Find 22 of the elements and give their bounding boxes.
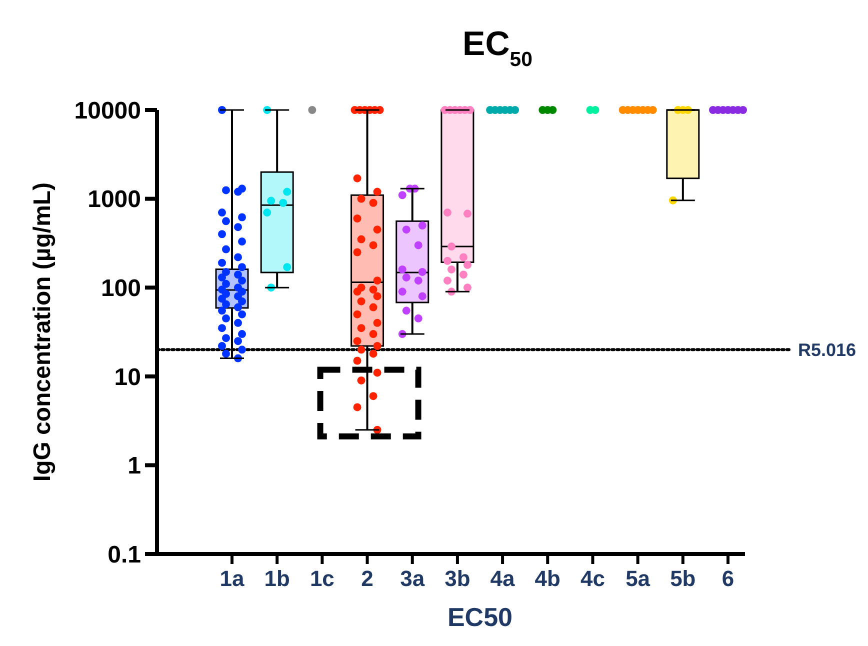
- x-tick-label: 1a: [220, 566, 245, 591]
- x-tick-label: 6: [722, 566, 734, 591]
- y-axis-title: IgG concentration (µg/mL): [29, 182, 56, 482]
- y-tick-label: 1000: [88, 186, 141, 214]
- x-tick-label: 2: [361, 566, 374, 591]
- x-tick-label: 1c: [310, 566, 334, 591]
- y-tick-label: 0.1: [108, 541, 141, 568]
- y-tick-label: 10: [114, 364, 141, 391]
- x-tick-label: 1b: [264, 566, 290, 591]
- x-tick-label: 3b: [444, 566, 470, 591]
- x-tick-label: 4c: [580, 566, 605, 591]
- x-tick-label: 5a: [626, 566, 651, 591]
- x-tick-label: 3a: [400, 566, 426, 591]
- x-axis-title: EC50: [447, 602, 513, 632]
- chart-title: EC$_{50}$: [462, 25, 532, 71]
- x-tick-label: 4a: [490, 566, 516, 591]
- x-tick-label: 4b: [534, 566, 560, 591]
- y-tick-label: 10000: [74, 97, 141, 124]
- ref-line-label: R5.016: [798, 340, 856, 360]
- x-tick-label: 5b: [670, 566, 696, 591]
- y-tick-label: 1: [128, 452, 141, 480]
- y-tick-label: 100: [100, 275, 141, 302]
